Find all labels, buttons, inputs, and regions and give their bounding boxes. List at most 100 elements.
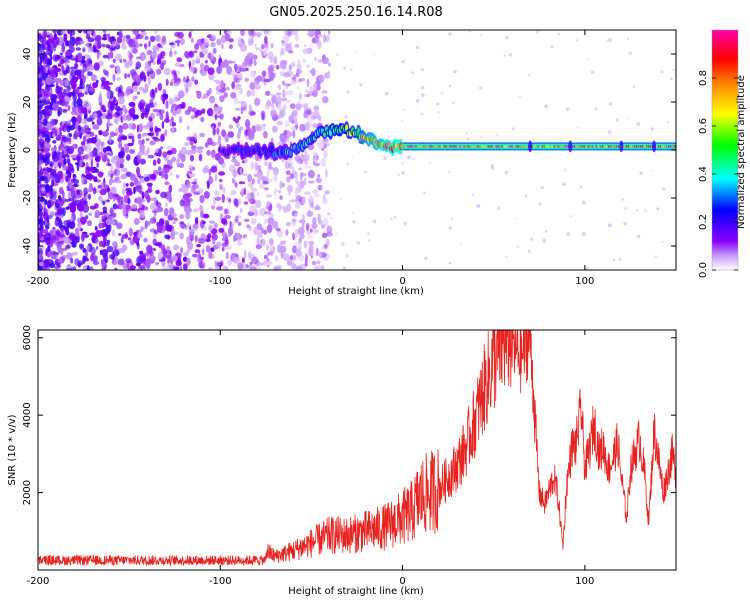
noise-blob [203, 165, 210, 173]
noise-blob [303, 103, 309, 111]
noise-blob [172, 111, 177, 116]
noise-blob [49, 229, 54, 236]
noise-blob [128, 227, 133, 237]
noise-blob [288, 50, 294, 54]
noise-blob [89, 232, 97, 236]
noise-blob [317, 219, 323, 225]
noise-blob [221, 193, 225, 203]
noise-blob [137, 156, 140, 163]
noise-blob [63, 173, 68, 177]
noise-blob [267, 65, 274, 74]
noise-blob [86, 265, 90, 270]
noise-blob [304, 150, 308, 155]
noise-blob [107, 192, 114, 200]
noise-blob [103, 235, 107, 244]
noise-blob [165, 254, 172, 259]
noise-blob [255, 123, 262, 132]
noise-blob [180, 146, 187, 156]
noise-blob [163, 67, 171, 76]
noise-speck [424, 256, 428, 260]
noise-blob [156, 58, 160, 65]
noise-blob [153, 230, 159, 235]
noise-blob [115, 180, 122, 184]
noise-blob [316, 83, 321, 91]
noise-blob [267, 30, 271, 35]
noise-blob [56, 262, 61, 267]
noise-blob [162, 89, 167, 95]
noise-blob [52, 133, 56, 138]
noise-blob [99, 249, 103, 255]
noise-blob [302, 48, 308, 55]
noise-blob [218, 157, 225, 165]
noise-speck [351, 212, 354, 214]
noise-blob [64, 121, 71, 128]
noise-blob [93, 62, 100, 71]
noise-blob [159, 113, 164, 121]
noise-blob [322, 138, 326, 146]
noise-blob [125, 171, 132, 177]
noise-blob [38, 199, 46, 203]
noise-blob [77, 86, 84, 90]
noise-blob [272, 220, 279, 230]
noise-blob [142, 89, 147, 94]
noise-blob [122, 188, 126, 196]
noise-blob [100, 141, 105, 146]
spectrogram-noise-field [38, 30, 676, 270]
noise-blob [133, 231, 139, 236]
noise-blob [224, 245, 232, 250]
noise-speck [565, 107, 570, 112]
noise-blob [156, 157, 161, 165]
noise-blob [241, 257, 245, 262]
snr-y-ticks: 2000 4000 6000 [22, 325, 676, 505]
noise-blob [38, 35, 42, 40]
noise-blob [266, 200, 271, 207]
noise-blob [165, 111, 169, 118]
noise-blob [255, 265, 262, 270]
noise-speck [496, 133, 498, 136]
noise-blob [246, 90, 252, 97]
noise-blob [71, 80, 77, 90]
noise-blob [196, 91, 202, 99]
noise-blob [292, 232, 295, 241]
noise-blob [67, 93, 72, 98]
noise-blob [127, 73, 131, 78]
noise-blob [52, 153, 59, 162]
noise-blob [118, 30, 123, 38]
noise-blob [292, 245, 297, 254]
noise-blob [116, 222, 123, 230]
noise-blob [83, 30, 88, 33]
noise-blob [222, 265, 229, 270]
noise-blob [315, 177, 322, 184]
noise-blob [90, 137, 97, 144]
noise-blob [61, 136, 69, 143]
noise-blob [170, 109, 174, 113]
noise-blob [154, 30, 158, 35]
noise-blob [193, 50, 198, 54]
noise-blob [191, 181, 197, 185]
noise-blob [303, 177, 307, 186]
noise-blob [188, 231, 195, 240]
noise-blob [174, 50, 177, 55]
noise-blob [234, 182, 238, 188]
noise-blob [210, 110, 214, 117]
noise-speck [511, 127, 515, 131]
noise-blob [208, 224, 213, 232]
noise-blob [161, 261, 166, 268]
noise-blob [295, 186, 302, 192]
noise-blob [227, 259, 233, 266]
noise-blob [74, 231, 80, 237]
noise-speck [448, 84, 452, 88]
noise-blob [283, 206, 289, 213]
noise-blob [249, 261, 253, 266]
noise-speck [423, 191, 426, 195]
noise-blob [280, 97, 288, 102]
noise-speck [560, 137, 563, 140]
noise-blob [113, 168, 118, 175]
noise-blob [280, 245, 287, 254]
noise-blob [202, 248, 205, 256]
noise-blob [120, 173, 128, 180]
noise-speck [607, 38, 612, 43]
noise-speck [368, 239, 371, 242]
noise-speck [508, 53, 513, 57]
noise-blob [87, 220, 92, 227]
